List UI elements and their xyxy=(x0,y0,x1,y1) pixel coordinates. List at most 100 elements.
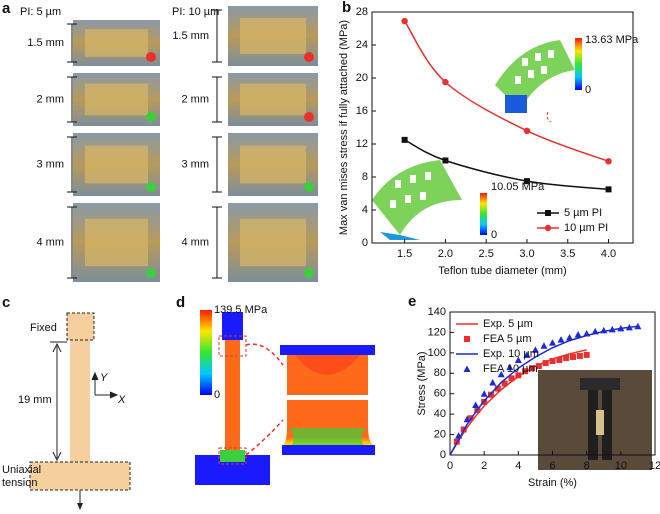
size-label: 2 mm xyxy=(182,93,210,105)
marker xyxy=(508,375,515,382)
marker xyxy=(605,186,612,193)
device xyxy=(85,29,148,57)
legend-label: FEA 10 µm xyxy=(483,363,538,375)
x-tick-label: 4.0 xyxy=(601,248,616,260)
status-dot xyxy=(304,52,314,62)
axis-symbol: X xyxy=(117,394,126,406)
x-tick-label: 6 xyxy=(549,460,555,472)
y-tick-label: 8 xyxy=(362,171,368,183)
marker xyxy=(515,372,522,379)
x-tick-label: 8 xyxy=(584,460,590,472)
column-title: PI: 5 µm xyxy=(20,6,61,18)
plot-frame xyxy=(371,11,634,244)
legend-label: Exp. 10 µm xyxy=(483,348,539,360)
marker xyxy=(480,390,488,397)
y-tick-label: 16 xyxy=(356,105,368,117)
marker xyxy=(591,327,599,335)
y-axis-label: Max van mises stress if fully attached (… xyxy=(338,20,350,235)
annotation: 0 xyxy=(491,229,497,241)
device xyxy=(240,218,306,267)
y-tick-label: 100 xyxy=(428,347,446,359)
marker xyxy=(522,368,529,375)
colorbar-label: 0 xyxy=(214,389,220,401)
device xyxy=(85,218,148,267)
panel-c-drawing xyxy=(29,312,131,510)
label: Uniaxial xyxy=(2,464,41,476)
marker xyxy=(464,336,470,342)
marker xyxy=(535,363,542,370)
status-dot xyxy=(146,182,156,192)
y-tick-label: 20 xyxy=(434,428,446,440)
series-line xyxy=(449,325,639,456)
label: 19 mm xyxy=(18,394,52,406)
marker xyxy=(529,365,535,372)
x-axis-label: Teflon tube diameter (mm) xyxy=(438,265,566,277)
x-tick-label: 12 xyxy=(649,460,660,472)
marker xyxy=(506,363,514,371)
marker xyxy=(531,346,539,353)
marker xyxy=(557,336,565,343)
marker xyxy=(497,370,505,378)
marker xyxy=(523,351,531,358)
x-axis-label: Strain (%) xyxy=(528,477,577,489)
status-dot xyxy=(304,112,314,122)
marker xyxy=(488,391,494,398)
device xyxy=(240,83,306,116)
marker xyxy=(463,415,471,423)
marker xyxy=(542,360,549,367)
annotation: 10.05 MPa xyxy=(491,181,545,193)
fea-insets xyxy=(372,38,582,240)
x-tick-label: 2.5 xyxy=(479,248,494,260)
marker xyxy=(523,178,530,185)
marker xyxy=(600,326,608,334)
marker xyxy=(625,323,633,331)
series-line xyxy=(404,20,609,163)
marker xyxy=(574,330,582,338)
marker xyxy=(523,127,531,134)
y-tick-label: 40 xyxy=(434,408,446,420)
marker xyxy=(583,329,591,337)
legend-label: 5 µm PI xyxy=(564,207,602,219)
size-label: 3 mm xyxy=(37,158,65,170)
marker xyxy=(576,352,583,359)
marker xyxy=(501,380,508,387)
panel-label: e xyxy=(408,293,416,310)
marker xyxy=(617,324,625,332)
y-tick-label: 140 xyxy=(428,306,446,318)
marker xyxy=(605,158,612,165)
inset-photo xyxy=(538,370,652,470)
panel-d-drawing xyxy=(195,310,375,485)
status-dot xyxy=(304,182,314,192)
label: tension xyxy=(2,477,37,489)
panel-label: a xyxy=(2,0,11,17)
size-label: 4 mm xyxy=(182,236,210,248)
marker xyxy=(540,342,548,349)
annotation: 0 xyxy=(585,84,591,96)
x-tick-label: 2 xyxy=(481,460,487,472)
y-tick-label: 60 xyxy=(434,388,446,400)
y-tick-label: 120 xyxy=(428,326,446,338)
marker xyxy=(563,354,570,361)
y-tick-label: 4 xyxy=(362,204,368,216)
marker xyxy=(472,401,480,408)
marker xyxy=(494,385,501,392)
panel-label: d xyxy=(176,294,185,311)
label: Fixed xyxy=(30,322,57,334)
marker xyxy=(489,378,497,386)
device xyxy=(240,18,306,54)
size-label: 2 mm xyxy=(37,93,65,105)
legend-label: Exp. 5 µm xyxy=(483,318,533,330)
device xyxy=(85,83,148,116)
marker xyxy=(570,353,576,360)
series-line xyxy=(404,139,609,191)
status-dot xyxy=(146,112,156,122)
y-tick-label: 20 xyxy=(356,72,368,84)
x-tick-label: 4 xyxy=(515,460,521,472)
panel-label: c xyxy=(2,294,10,311)
marker xyxy=(401,17,408,25)
y-tick-label: 80 xyxy=(434,367,446,379)
x-tick-label: 10 xyxy=(615,460,627,472)
axis-symbol: Y xyxy=(100,372,108,384)
colorbar-label: 139.5 MPa xyxy=(214,304,268,316)
